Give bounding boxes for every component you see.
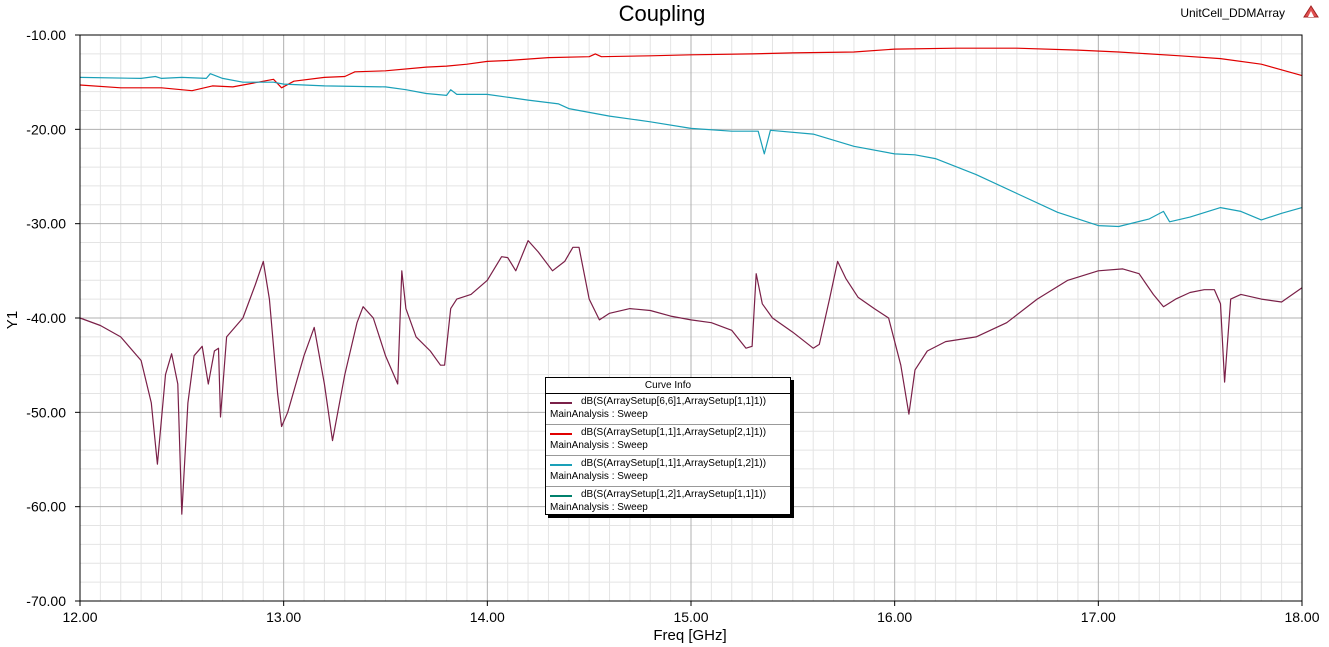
legend-series-subtitle: MainAnalysis : Sweep (550, 502, 648, 513)
x-tick-label: 12.00 (62, 609, 97, 625)
legend-swatch (550, 495, 572, 497)
legend-series-name: dB(S(ArraySetup[1,1]1,ArraySetup[2,1]1)) (581, 427, 767, 438)
legend-item[interactable]: dB(S(ArraySetup[1,1]1,ArraySetup[1,2]1))… (546, 456, 790, 487)
legend-series-subtitle: MainAnalysis : Sweep (550, 409, 648, 420)
y-tick-label: -20.00 (26, 121, 66, 137)
series-line (79, 47, 1303, 92)
legend-swatch (550, 402, 572, 404)
series-line (79, 240, 1303, 515)
y-tick-label: -10.00 (26, 27, 66, 43)
series-line (79, 73, 1303, 228)
legend-item[interactable]: dB(S(ArraySetup[6,6]1,ArraySetup[1,1]1))… (546, 394, 790, 425)
y-tick-label: -60.00 (26, 499, 66, 515)
y-tick-label: -50.00 (26, 404, 66, 420)
legend-series-subtitle: MainAnalysis : Sweep (550, 471, 648, 482)
x-tick-label: 18.00 (1284, 609, 1319, 625)
legend-item[interactable]: dB(S(ArraySetup[1,2]1,ArraySetup[1,1]1))… (546, 487, 790, 517)
y-axis-ticks: -10.00 -20.00 -30.00 -40.00 -50.00 -60.00 -70.… (26, 27, 80, 609)
legend-swatch (550, 433, 572, 435)
legend-series-name: dB(S(ArraySetup[6,6]1,ArraySetup[1,1]1)) (581, 396, 767, 407)
legend-series-subtitle: MainAnalysis : Sweep (550, 440, 648, 451)
x-axis-label: Freq [GHz] (653, 627, 726, 644)
legend-series-name: dB(S(ArraySetup[1,1]1,ArraySetup[1,2]1)) (581, 458, 767, 469)
chart-title: Coupling (619, 1, 706, 26)
legend-title: Curve Info (546, 378, 790, 394)
y-tick-label: -70.00 (26, 593, 66, 609)
y-tick-label: -40.00 (26, 310, 66, 326)
legend-swatch (550, 464, 572, 466)
curve-info-legend[interactable]: Curve Info dB(S(ArraySetup[6,6]1,ArraySe… (545, 377, 791, 515)
legend-series-name: dB(S(ArraySetup[1,2]1,ArraySetup[1,1]1)) (581, 489, 767, 500)
x-tick-label: 16.00 (877, 609, 912, 625)
design-name-label: UnitCell_DDMArray (1180, 6, 1285, 20)
x-tick-label: 13.00 (266, 609, 301, 625)
x-tick-label: 15.00 (673, 609, 708, 625)
x-tick-label: 14.00 (470, 609, 505, 625)
design-logo-icon (1303, 5, 1319, 18)
x-tick-label: 17.00 (1081, 609, 1116, 625)
y-tick-label: -30.00 (26, 216, 66, 232)
x-axis-ticks: 12.00 13.00 14.00 15.00 16.00 17.00 18.00 (62, 601, 1320, 625)
y-axis-label: Y1 (4, 311, 21, 329)
series-layer (79, 47, 1303, 515)
legend-item[interactable]: dB(S(ArraySetup[1,1]1,ArraySetup[2,1]1))… (546, 425, 790, 456)
